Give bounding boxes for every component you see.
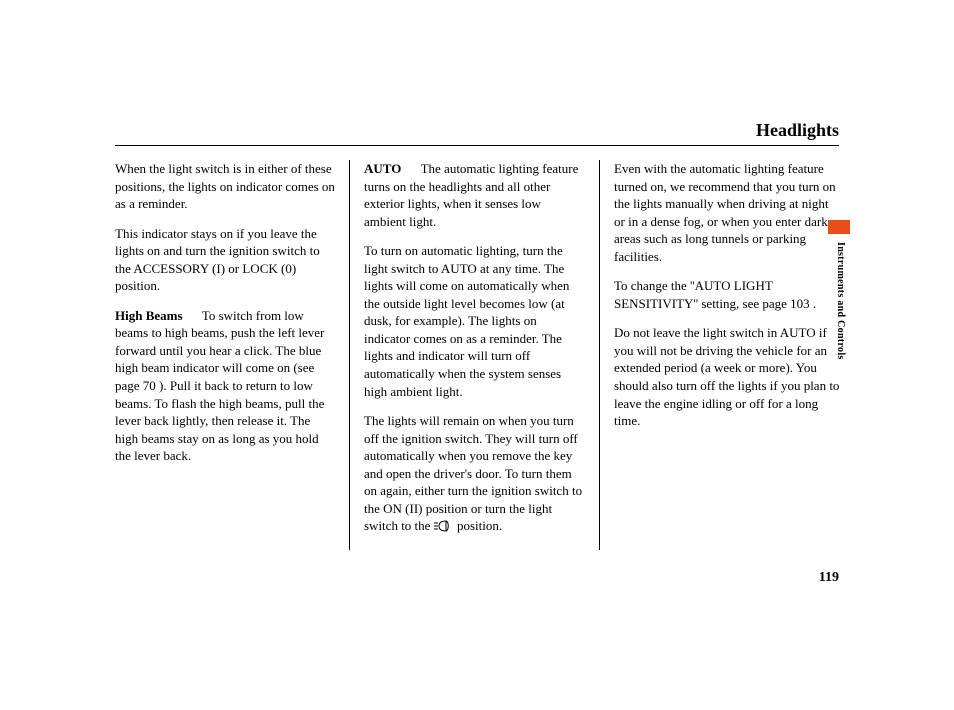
paragraph: This indicator stays on if you leave the… — [115, 225, 335, 295]
paragraph-text: position. — [457, 518, 502, 533]
column-2: AUTO — The automatic lighting feature tu… — [350, 160, 600, 550]
column-1: When the light switch is in either of th… — [115, 160, 350, 550]
section-color-tab — [828, 220, 850, 234]
column-3: Even with the automatic lighting feature… — [600, 160, 840, 550]
page-number: 119 — [819, 570, 839, 586]
run-in-heading: AUTO — [364, 161, 405, 176]
body-columns: When the light switch is in either of th… — [115, 160, 840, 550]
paragraph: AUTO — The automatic lighting feature tu… — [364, 160, 585, 230]
paragraph: To turn on automatic lighting, turn the … — [364, 242, 585, 400]
paragraph-text: The lights will remain on when you turn … — [364, 413, 582, 533]
manual-page: Headlights When the light switch is in e… — [0, 0, 954, 710]
section-side-label: Instruments and Controls — [835, 242, 846, 360]
paragraph: Even with the automatic lighting feature… — [614, 160, 840, 265]
paragraph: Do not leave the light switch in AUTO if… — [614, 324, 840, 429]
headlight-icon — [434, 519, 454, 537]
paragraph: High Beams — To switch from low beams to… — [115, 307, 335, 465]
paragraph: To change the ''AUTO LIGHT SENSITIVITY''… — [614, 277, 840, 312]
paragraph-text: To switch from low beams to high beams, … — [115, 308, 324, 463]
paragraph: When the light switch is in either of th… — [115, 160, 335, 213]
run-in-heading: High Beams — [115, 308, 186, 323]
paragraph: The lights will remain on when you turn … — [364, 412, 585, 537]
page-title: Headlights — [756, 120, 839, 140]
page-header: Headlights — [115, 120, 839, 146]
